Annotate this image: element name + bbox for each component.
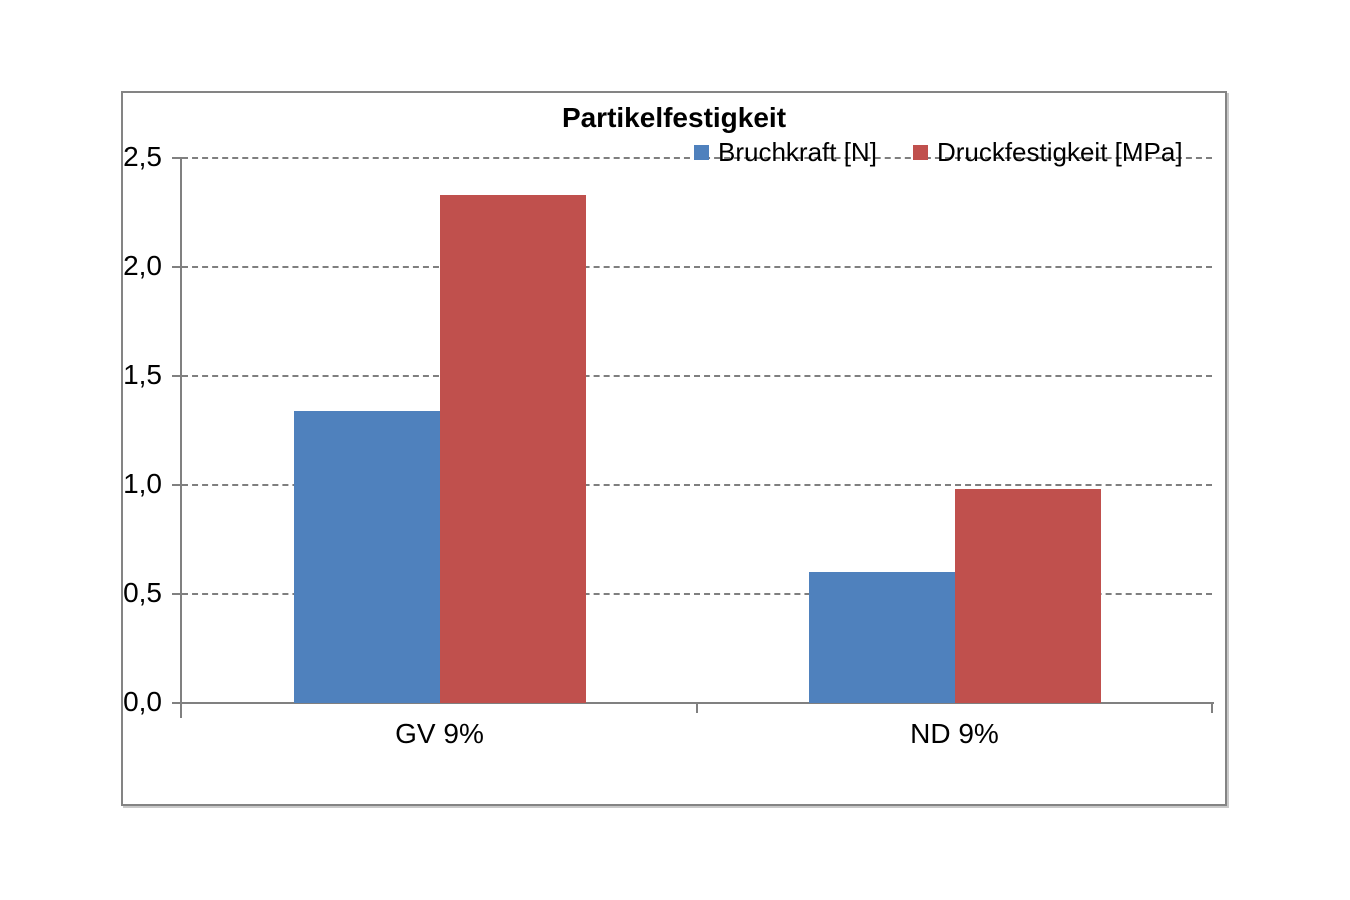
y-axis-line (180, 158, 182, 718)
gridline-1,5 (182, 375, 1212, 377)
bar-bruchkraft-n-gv-9 (293, 411, 440, 703)
y-axis-tick-0,5 (172, 593, 185, 595)
y-axis-label-0,5: 0,5 (123, 577, 162, 608)
y-axis-tick-0,0 (172, 702, 185, 704)
y-axis-tick-1,0 (172, 484, 185, 486)
y-axis-label-1,0: 1,0 (123, 468, 162, 499)
legend: Bruchkraft [N] Druckfestigkeit [MPa] (694, 137, 1183, 168)
x-axis-line (180, 702, 1214, 704)
legend-item-bruchkraft: Bruchkraft [N] (694, 137, 877, 168)
x-axis-tick-2 (1211, 704, 1213, 713)
chart-title: Partikelfestigkeit (561, 102, 787, 133)
y-axis-label-2,5: 2,5 (123, 141, 162, 172)
gridline-2,0 (182, 266, 1212, 268)
legend-label-bruchkraft: Bruchkraft [N] (718, 137, 877, 167)
bar-druckfestigkeit-mpa-gv-9 (439, 195, 586, 703)
chart-frame: Partikelfestigkeit 0,0 0,5 1,0 1,5 2,0 2,5 GV … (121, 91, 1227, 806)
y-axis-tick-2,5 (172, 157, 185, 159)
legend-swatch-bruchkraft-icon (694, 145, 709, 160)
y-axis-label-1,5: 1,5 (123, 359, 162, 390)
bar-druckfestigkeit-mpa-nd-9 (954, 489, 1101, 703)
x-axis-label-gv-9: GV 9% (395, 718, 484, 749)
gridline-0,5 (182, 593, 1212, 595)
y-axis-label-0,0: 0,0 (123, 686, 162, 717)
y-axis-tick-2,0 (172, 266, 185, 268)
x-axis-tick-1 (696, 704, 698, 713)
x-axis-label-nd-9: ND 9% (910, 718, 999, 749)
y-axis-label-2,0: 2,0 (123, 250, 162, 281)
gridline-1,0 (182, 484, 1212, 486)
bar-bruchkraft-n-nd-9 (808, 572, 955, 703)
plot-area: 0,0 0,5 1,0 1,5 2,0 2,5 GV 9% ND 9% (123, 143, 1214, 749)
legend-label-druckfestigkeit: Druckfestigkeit [MPa] (936, 137, 1183, 167)
legend-swatch-druckfestigkeit-icon (912, 145, 928, 160)
y-axis-tick-1,5 (172, 375, 185, 377)
legend-item-druckfestigkeit: Druckfestigkeit [MPa] (912, 137, 1183, 168)
